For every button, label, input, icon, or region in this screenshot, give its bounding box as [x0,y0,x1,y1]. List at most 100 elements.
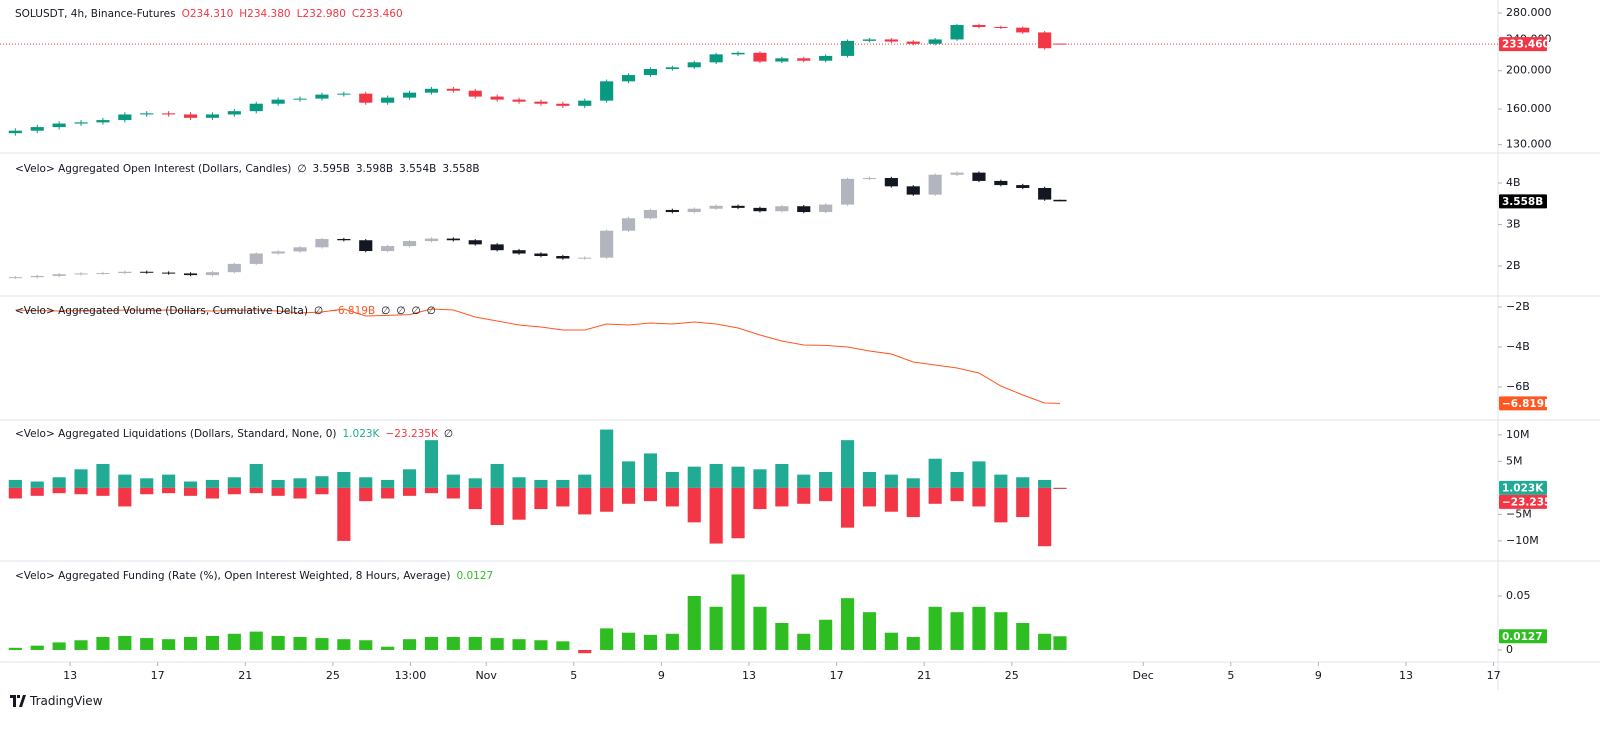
bar [1053,636,1067,650]
y-tick-label: 3B [1506,217,1521,230]
bar [140,638,154,650]
brand: TradingView [30,694,103,708]
candle-body [731,205,745,208]
candle-body [862,178,877,180]
candle-body [402,241,417,247]
x-tick-label: 25 [1005,669,1019,682]
bar [928,606,942,650]
candle-body [446,238,460,241]
candle-body [753,207,767,212]
legend-value: 0.0127 [456,570,494,582]
bar [665,633,679,650]
bar [140,478,154,488]
bar [1053,487,1067,489]
legend-value: C233.460 [351,8,403,20]
candle-body [249,103,263,112]
last-value-label: 0.0127 [1502,631,1543,643]
candle-body [337,239,351,241]
bar [205,635,220,650]
candle-body [183,114,198,118]
bar [8,479,22,488]
candle-body [687,208,701,213]
y-tick-label: −4B [1506,340,1530,353]
bar [315,476,329,488]
last-value-box [1499,396,1547,411]
y-tick-label: 160.000 [1506,102,1552,115]
candle-body [819,204,833,213]
bar [52,477,66,488]
bar [950,612,964,650]
x-tick-label: 5 [570,669,577,682]
bar [512,639,526,650]
legend-value: 1.023K [342,428,380,440]
bar [205,479,220,488]
candle-body [687,62,701,68]
candle-body [490,244,504,251]
candle-body [30,127,44,131]
bar [840,440,855,488]
x-tick-label: 13 [1399,669,1413,682]
bar [621,487,636,504]
candle-body [337,93,351,95]
bar [424,637,439,650]
bar [950,471,964,488]
bar [709,606,723,650]
legend-title: <Velo> Aggregated Open Interest (Dollars… [15,163,292,175]
x-tick-label: 17 [830,669,844,682]
bar [183,481,198,488]
candle-body [468,240,482,245]
candle-body [600,230,614,258]
bar [862,471,877,488]
candle-body [819,55,833,61]
bar [906,478,920,488]
candle-body [490,96,504,100]
bar [1038,487,1052,547]
candle-body [52,123,66,128]
candle-body [578,257,592,259]
candle-body [1053,199,1067,202]
candle-body [884,39,898,42]
pane-legend: <Velo> Aggregated Liquidations (Dollars,… [15,427,459,441]
pane-legend: <Velo> Aggregated Volume (Dollars, Cumul… [15,304,442,318]
candle-body [840,40,855,56]
legend-value: ∅ [297,163,307,175]
candle-body [293,247,307,252]
candle-body [1038,187,1052,200]
candle-body [556,256,570,259]
candle-body [906,186,920,195]
bar [797,633,811,650]
last-value-box [1499,194,1547,209]
bar [96,637,110,650]
last-value-label: 1.023K [1502,482,1544,494]
candle-body [512,99,526,102]
candle-body [1016,185,1030,188]
candle-body [468,90,482,97]
x-tick-label: 21 [917,669,931,682]
last-value-label: 233.460 [1502,39,1550,51]
candle-body [227,263,241,273]
bar [271,487,285,496]
x-tick-label: 13:00 [395,669,427,682]
bar [446,637,460,650]
candle-body [227,111,241,115]
candle-body [512,250,526,254]
y-tick-label: 280.000 [1506,6,1552,19]
bar [118,635,132,650]
pane-legend: <Velo> Aggregated Funding (Rate (%), Ope… [15,569,499,583]
bar [52,642,66,650]
legend-value: ∅ [443,428,454,440]
bar [643,487,658,502]
bar [1016,477,1030,488]
bar [753,487,767,510]
bar [840,598,855,650]
last-value-box [1499,37,1547,52]
bar [906,487,920,518]
bar [30,487,44,496]
bar [162,487,176,494]
candle-body [96,120,110,123]
candle-body [906,41,920,44]
bar [862,612,877,650]
bar [819,471,833,488]
x-tick-label: 17 [151,669,165,682]
bar [600,628,614,650]
